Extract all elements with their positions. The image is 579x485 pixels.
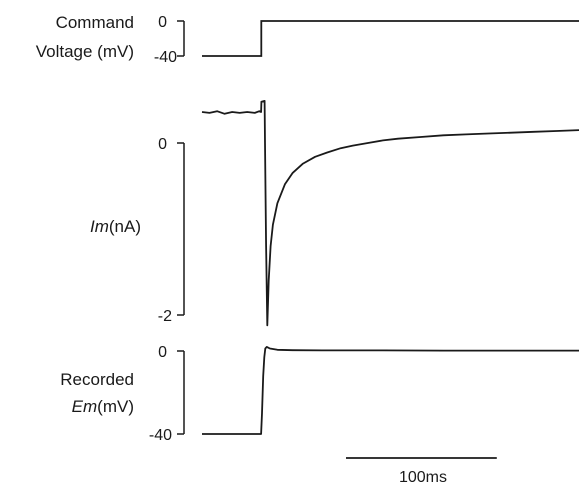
panel-recorded-voltage: 0 -40 Recorded Em(mV) xyxy=(60,344,579,444)
command-voltage-trace xyxy=(202,20,579,57)
membrane-current-trace xyxy=(201,100,579,327)
recorded-voltage-trace xyxy=(202,346,579,435)
recorded-voltage-label-line1: Recorded xyxy=(60,370,134,389)
time-scale-bar: 100ms xyxy=(346,457,497,485)
current-axis-label-unit: (nA) xyxy=(109,217,141,236)
panel-command-voltage: Command Voltage (mV) 0 -40 xyxy=(36,13,579,66)
panel-membrane-current: 0 -2 Im(nA) xyxy=(90,100,579,327)
current-tick-label-0: 0 xyxy=(158,136,167,153)
command-voltage-label-line2: Voltage (mV) xyxy=(36,42,134,61)
recorded-voltage-tick-label-0: 0 xyxy=(158,344,167,361)
current-tick-label-neg2: -2 xyxy=(158,308,172,325)
current-axis-label: Im(nA) xyxy=(90,217,141,236)
scale-bar-label: 100ms xyxy=(399,469,447,485)
recorded-voltage-label-symbol: Em xyxy=(72,397,98,416)
recorded-voltage-tick-label-neg40: -40 xyxy=(149,427,172,444)
recorded-voltage-label-unit: (mV) xyxy=(97,397,134,416)
command-voltage-label-line1: Command xyxy=(56,13,134,32)
recorded-voltage-label-line2: Em(mV) xyxy=(72,397,134,416)
current-axis-label-symbol: Im xyxy=(90,217,109,236)
command-voltage-tick-label-neg40: -40 xyxy=(154,49,177,66)
command-voltage-tick-label-0: 0 xyxy=(158,14,167,31)
